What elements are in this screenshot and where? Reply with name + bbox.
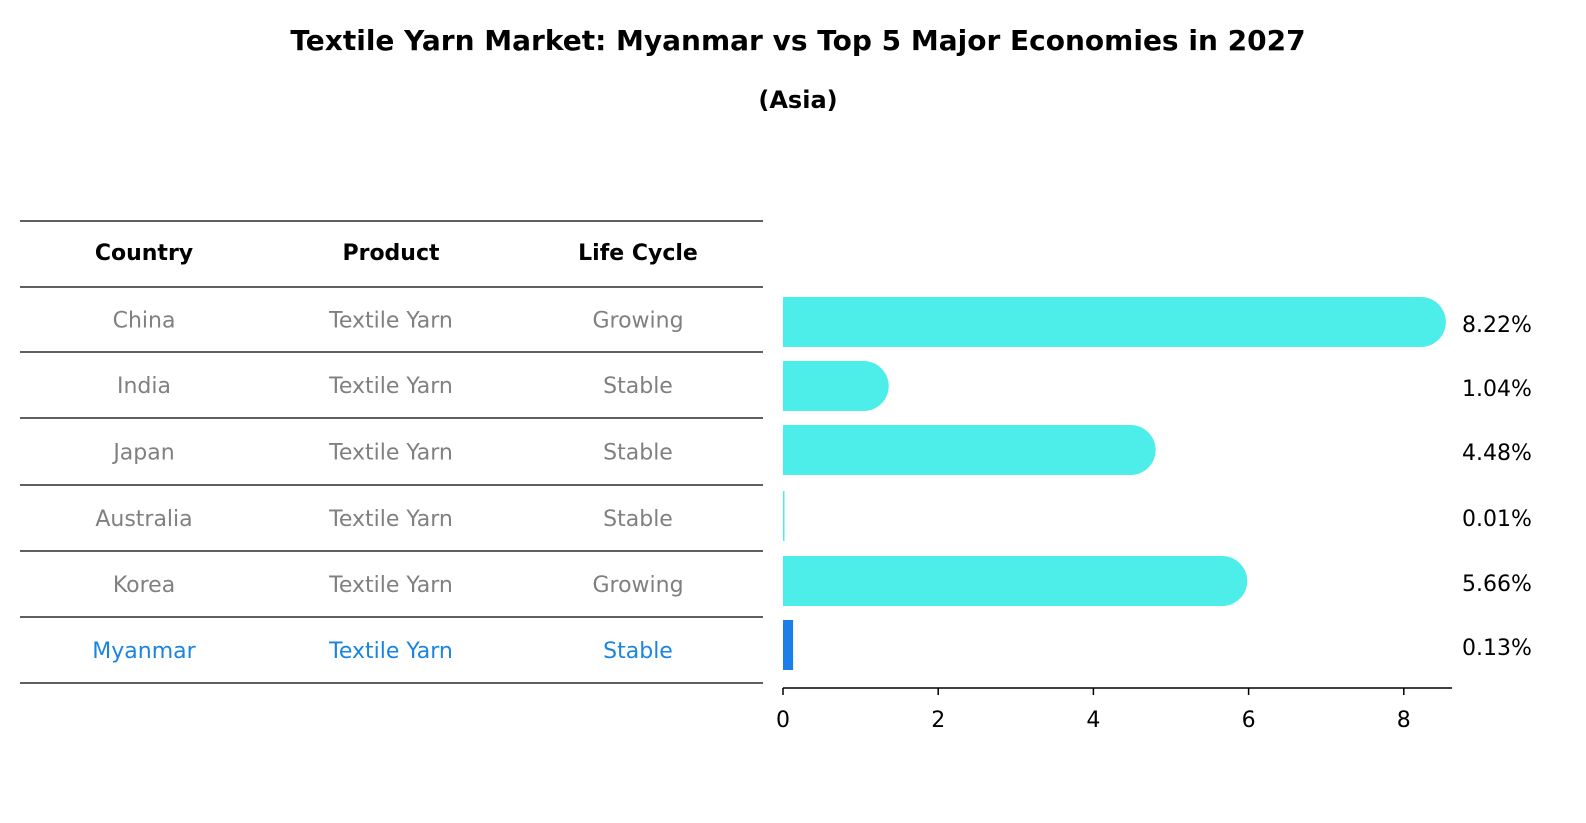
table-cell: Textile Yarn [328, 441, 453, 466]
table-cell: Textile Yarn [328, 374, 453, 399]
value-label: 8.22% [1462, 313, 1532, 338]
value-label: 5.66% [1462, 572, 1532, 597]
x-tick-label: 4 [1086, 708, 1100, 733]
table-cell: Japan [111, 441, 174, 466]
table-cell: Stable [603, 507, 673, 532]
table-cell: India [117, 374, 171, 399]
value-label: 1.04% [1462, 377, 1532, 402]
bar-china [783, 297, 1446, 347]
table-cell: Textile Yarn [328, 573, 453, 598]
x-tick-label: 8 [1397, 708, 1411, 733]
bar-japan [783, 425, 1156, 475]
chart-title: Textile Yarn Market: Myanmar vs Top 5 Ma… [290, 24, 1305, 57]
x-tick-label: 6 [1242, 708, 1256, 733]
table-header: Life Cycle [578, 241, 698, 266]
x-tick-label: 2 [931, 708, 945, 733]
table-cell: Myanmar [92, 639, 196, 664]
table-cell: Textile Yarn [328, 309, 453, 334]
table-cell: Textile Yarn [328, 639, 453, 664]
table-cell: Growing [592, 573, 683, 598]
table-cell: Textile Yarn [328, 507, 453, 532]
x-tick-label: 0 [776, 708, 790, 733]
table-cell: Korea [113, 573, 175, 598]
table-header: Country [95, 241, 193, 266]
bar-australia [783, 491, 785, 541]
bar-myanmar [783, 620, 794, 670]
value-label: 4.48% [1462, 441, 1532, 466]
table-cell: Growing [592, 309, 683, 334]
bar-india [783, 361, 889, 411]
table-header: Product [342, 241, 440, 266]
bars: 8.22% 1.04% 4.48% 0.01% 5.66% 0.13% 0 2 4 6 8 [776, 297, 1532, 733]
table-cell: China [113, 309, 176, 334]
table-cell: Stable [603, 639, 673, 664]
chart-subtitle: (Asia) [758, 86, 837, 114]
table: Country Product Life Cycle China Textile Yar… [20, 220, 763, 684]
value-label: 0.01% [1462, 507, 1532, 532]
table-cell: Stable [603, 441, 673, 466]
table-cell: Stable [603, 374, 673, 399]
value-label: 0.13% [1462, 636, 1532, 661]
table-cell: Australia [95, 507, 192, 532]
bar-korea [783, 556, 1248, 606]
